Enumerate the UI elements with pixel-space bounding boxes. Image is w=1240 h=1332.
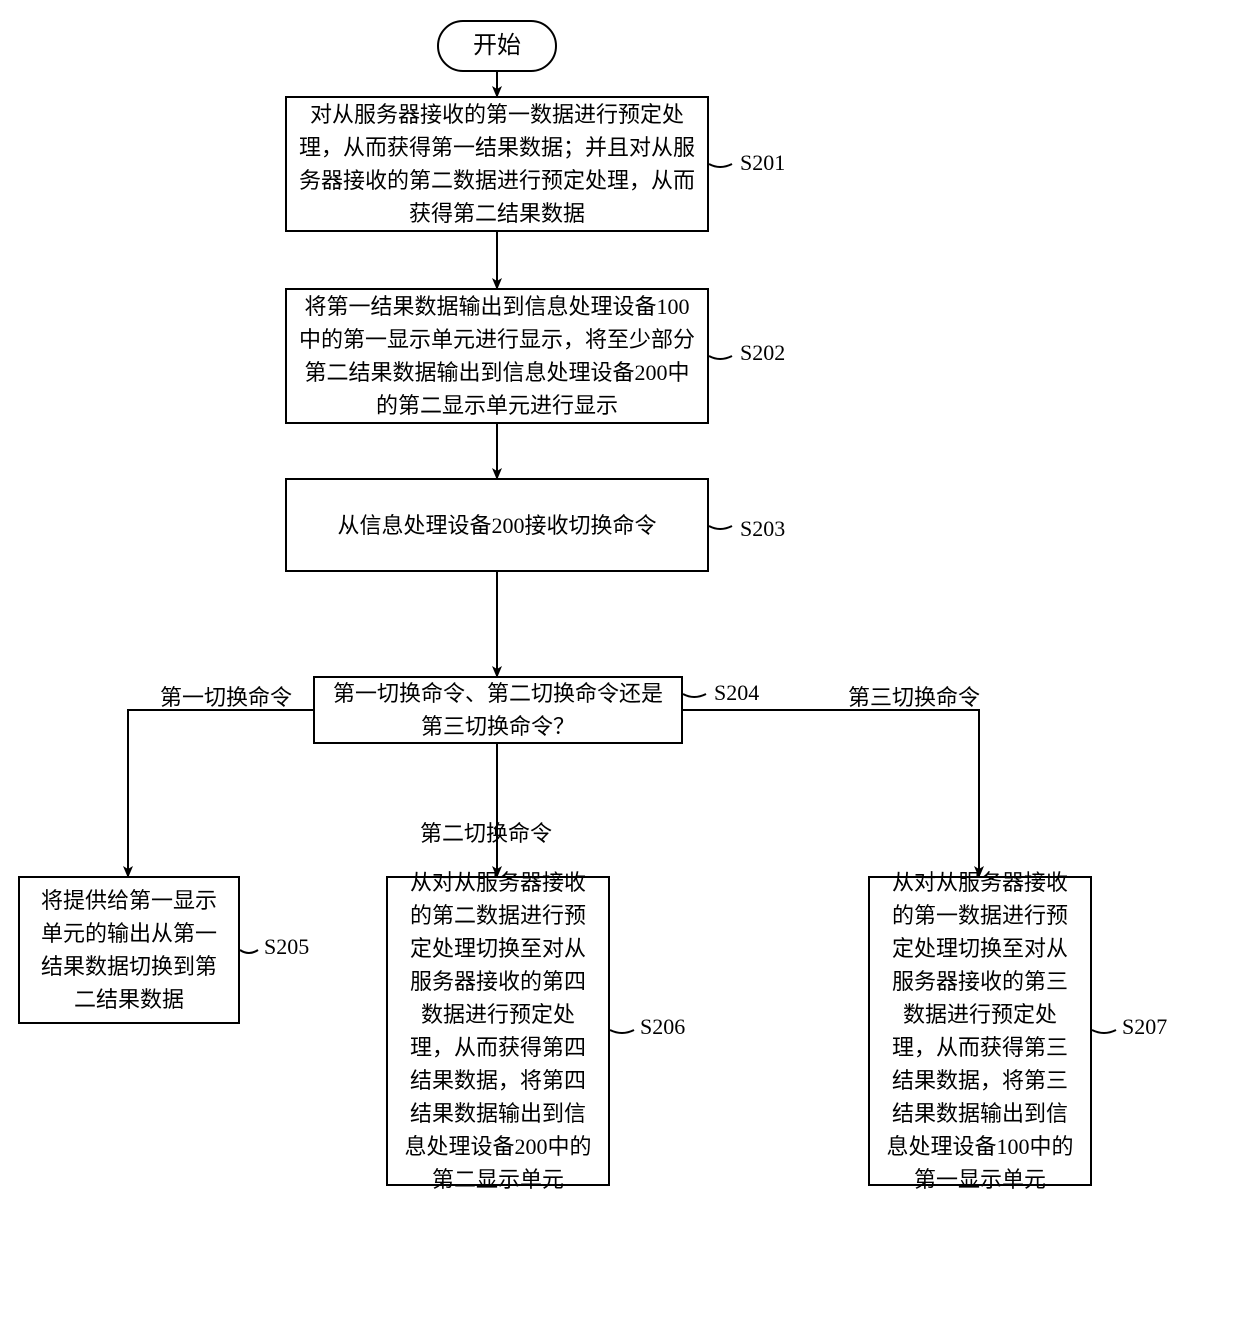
step-s202: 将第一结果数据输出到信息处理设备100中的第一显示单元进行显示，将至少部分第二结…: [285, 288, 709, 424]
branch-label-2: 第二切换命令: [420, 816, 552, 848]
decision-s204: 第一切换命令、第二切换命令还是第三切换命令？: [313, 676, 683, 744]
label-s203: S203: [740, 516, 785, 542]
step-s206: 从对从服务器接收的第二数据进行预定处理切换至对从服务器接收的第四数据进行预定处理…: [386, 876, 610, 1186]
tick-s206: [610, 1030, 634, 1033]
start-label: 开始: [473, 28, 521, 64]
label-s204: S204: [714, 680, 759, 706]
step-s207-text: 从对从服务器接收的第一数据进行预定处理切换至对从服务器接收的第三数据进行预定处理…: [882, 866, 1078, 1196]
edge-s204-s205: [128, 710, 313, 876]
label-s205: S205: [264, 934, 309, 960]
step-s201: 对从服务器接收的第一数据进行预定处理，从而获得第一结果数据；并且对从服务器接收的…: [285, 96, 709, 232]
start-node: 开始: [437, 20, 557, 72]
step-s201-text: 对从服务器接收的第一数据进行预定处理，从而获得第一结果数据；并且对从服务器接收的…: [299, 98, 695, 230]
step-s205-text: 将提供给第一显示单元的输出从第一结果数据切换到第二结果数据: [32, 884, 226, 1016]
label-s207: S207: [1122, 1014, 1167, 1040]
step-s203-text: 从信息处理设备200接收切换命令: [337, 509, 656, 542]
tick-s202: [709, 356, 732, 359]
tick-s201: [709, 164, 732, 167]
step-s207: 从对从服务器接收的第一数据进行预定处理切换至对从服务器接收的第三数据进行预定处理…: [868, 876, 1092, 1186]
step-s203: 从信息处理设备200接收切换命令: [285, 478, 709, 572]
tick-s205: [240, 950, 258, 953]
edge-s204-s207: [683, 710, 979, 876]
tick-s203: [709, 526, 732, 529]
label-s201: S201: [740, 150, 785, 176]
label-s202: S202: [740, 340, 785, 366]
step-s206-text: 从对从服务器接收的第二数据进行预定处理切换至对从服务器接收的第四数据进行预定处理…: [400, 866, 596, 1196]
decision-s204-text: 第一切换命令、第二切换命令还是第三切换命令？: [327, 677, 669, 743]
step-s205: 将提供给第一显示单元的输出从第一结果数据切换到第二结果数据: [18, 876, 240, 1024]
label-s206: S206: [640, 1014, 685, 1040]
step-s202-text: 将第一结果数据输出到信息处理设备100中的第一显示单元进行显示，将至少部分第二结…: [299, 290, 695, 422]
branch-label-1: 第一切换命令: [160, 680, 292, 712]
branch-label-3: 第三切换命令: [848, 680, 980, 712]
tick-s207: [1092, 1030, 1116, 1033]
tick-s204: [683, 694, 706, 697]
